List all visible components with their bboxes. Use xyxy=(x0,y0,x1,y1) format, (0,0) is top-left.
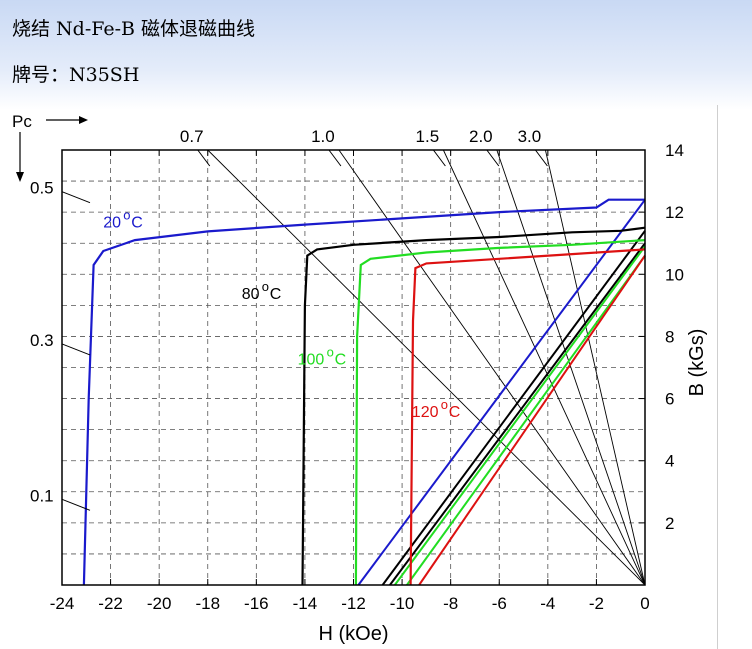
pc-arrowhead-right xyxy=(79,116,88,124)
series-1-recoil-line-2 xyxy=(389,242,646,586)
series-1-degree: o xyxy=(262,279,269,294)
series-3-demag-curve xyxy=(409,248,646,586)
y-tick-label: 8 xyxy=(665,327,674,346)
x-tick-label: -8 xyxy=(443,594,458,613)
pc-axis-label: Pc xyxy=(12,112,32,131)
load-line-marker xyxy=(328,149,342,167)
pc-tick-label: 0.1 xyxy=(30,486,54,505)
x-tick-label: -6 xyxy=(492,594,507,613)
pc-tick-label: 0.3 xyxy=(30,331,54,350)
load-line xyxy=(207,149,646,586)
series-0-label: 20 xyxy=(103,215,121,232)
load-line-label: 2.0 xyxy=(469,127,493,146)
load-line xyxy=(338,149,646,586)
series-3-recoil-line xyxy=(418,255,646,586)
load-line-marker xyxy=(535,149,548,167)
ticks: -24 -22 -20 -18 -16 -14 -12 -10 -8 -6 -4 -2 02468101… xyxy=(50,141,684,613)
x-tick-label: -4 xyxy=(540,594,555,613)
x-tick-label: -2 xyxy=(589,594,604,613)
series-0-degree: o xyxy=(123,208,130,223)
y-tick-label: 2 xyxy=(665,514,674,533)
pc-axis: Pc 0.5 0.3 0.1 xyxy=(12,112,91,511)
series-1-unit: C xyxy=(270,286,282,303)
series-3-degree: o xyxy=(441,397,448,412)
series-2-degree: o xyxy=(327,344,334,359)
chart-title: 烧结 Nd-Fe-B 磁体退磁曲线 xyxy=(12,18,256,40)
pc-tick-label: 0.5 xyxy=(30,179,54,198)
load-line-marker xyxy=(197,149,211,167)
load-line-label: 3.0 xyxy=(518,127,542,146)
y-tick-label: 12 xyxy=(665,203,684,222)
right-divider xyxy=(717,105,718,649)
x-tick-label: -22 xyxy=(98,594,123,613)
series-2-demag-curve xyxy=(354,239,646,586)
grade-label: 牌号：N35SH xyxy=(12,64,140,86)
x-tick-label: -10 xyxy=(390,594,415,613)
series-1-demag-curve xyxy=(301,226,646,586)
series-2-recoil-line-2 xyxy=(406,255,646,586)
y-tick-label: 4 xyxy=(665,452,674,471)
series-1-recoil-line xyxy=(381,230,646,586)
load-line-label: 0.7 xyxy=(180,127,204,146)
x-tick-label: -18 xyxy=(195,594,220,613)
x-tick-label: -20 xyxy=(147,594,172,613)
series-1-label: 80 xyxy=(242,286,260,303)
x-tick-label: -12 xyxy=(341,594,366,613)
x-tick-label: -14 xyxy=(293,594,318,613)
series-3-label: 120 xyxy=(412,404,439,421)
series-2-unit: C xyxy=(335,351,347,368)
load-line-marker xyxy=(486,149,500,167)
series-0-recoil-line xyxy=(357,199,646,586)
grid xyxy=(62,150,645,585)
y-axis-label: B (kGs) xyxy=(686,329,708,397)
pc-tick-mark xyxy=(61,343,91,356)
pc-arrowhead-down xyxy=(16,172,24,182)
series-2-recoil-line xyxy=(393,245,646,586)
load-line-label: 1.0 xyxy=(311,127,335,146)
y-tick-label: 6 xyxy=(665,390,674,409)
x-tick-label: 0 xyxy=(640,594,649,613)
x-tick-label: -24 xyxy=(50,594,75,613)
x-axis-label: H (kOe) xyxy=(319,623,389,645)
y-tick-label: 14 xyxy=(665,141,684,160)
load-line-label: 1.5 xyxy=(416,127,440,146)
series-0-demag-curve xyxy=(82,198,645,586)
y-tick-label: 10 xyxy=(665,265,684,284)
load-line xyxy=(544,149,646,586)
x-tick-label: -16 xyxy=(244,594,269,613)
series-2-label: 100 xyxy=(298,351,325,368)
load-line xyxy=(496,149,646,586)
series-0-unit: C xyxy=(131,215,143,232)
pc-tick-mark xyxy=(61,191,91,204)
series-3-unit: C xyxy=(449,404,461,421)
load-line-marker xyxy=(432,149,446,167)
pc-tick-mark xyxy=(61,498,91,511)
